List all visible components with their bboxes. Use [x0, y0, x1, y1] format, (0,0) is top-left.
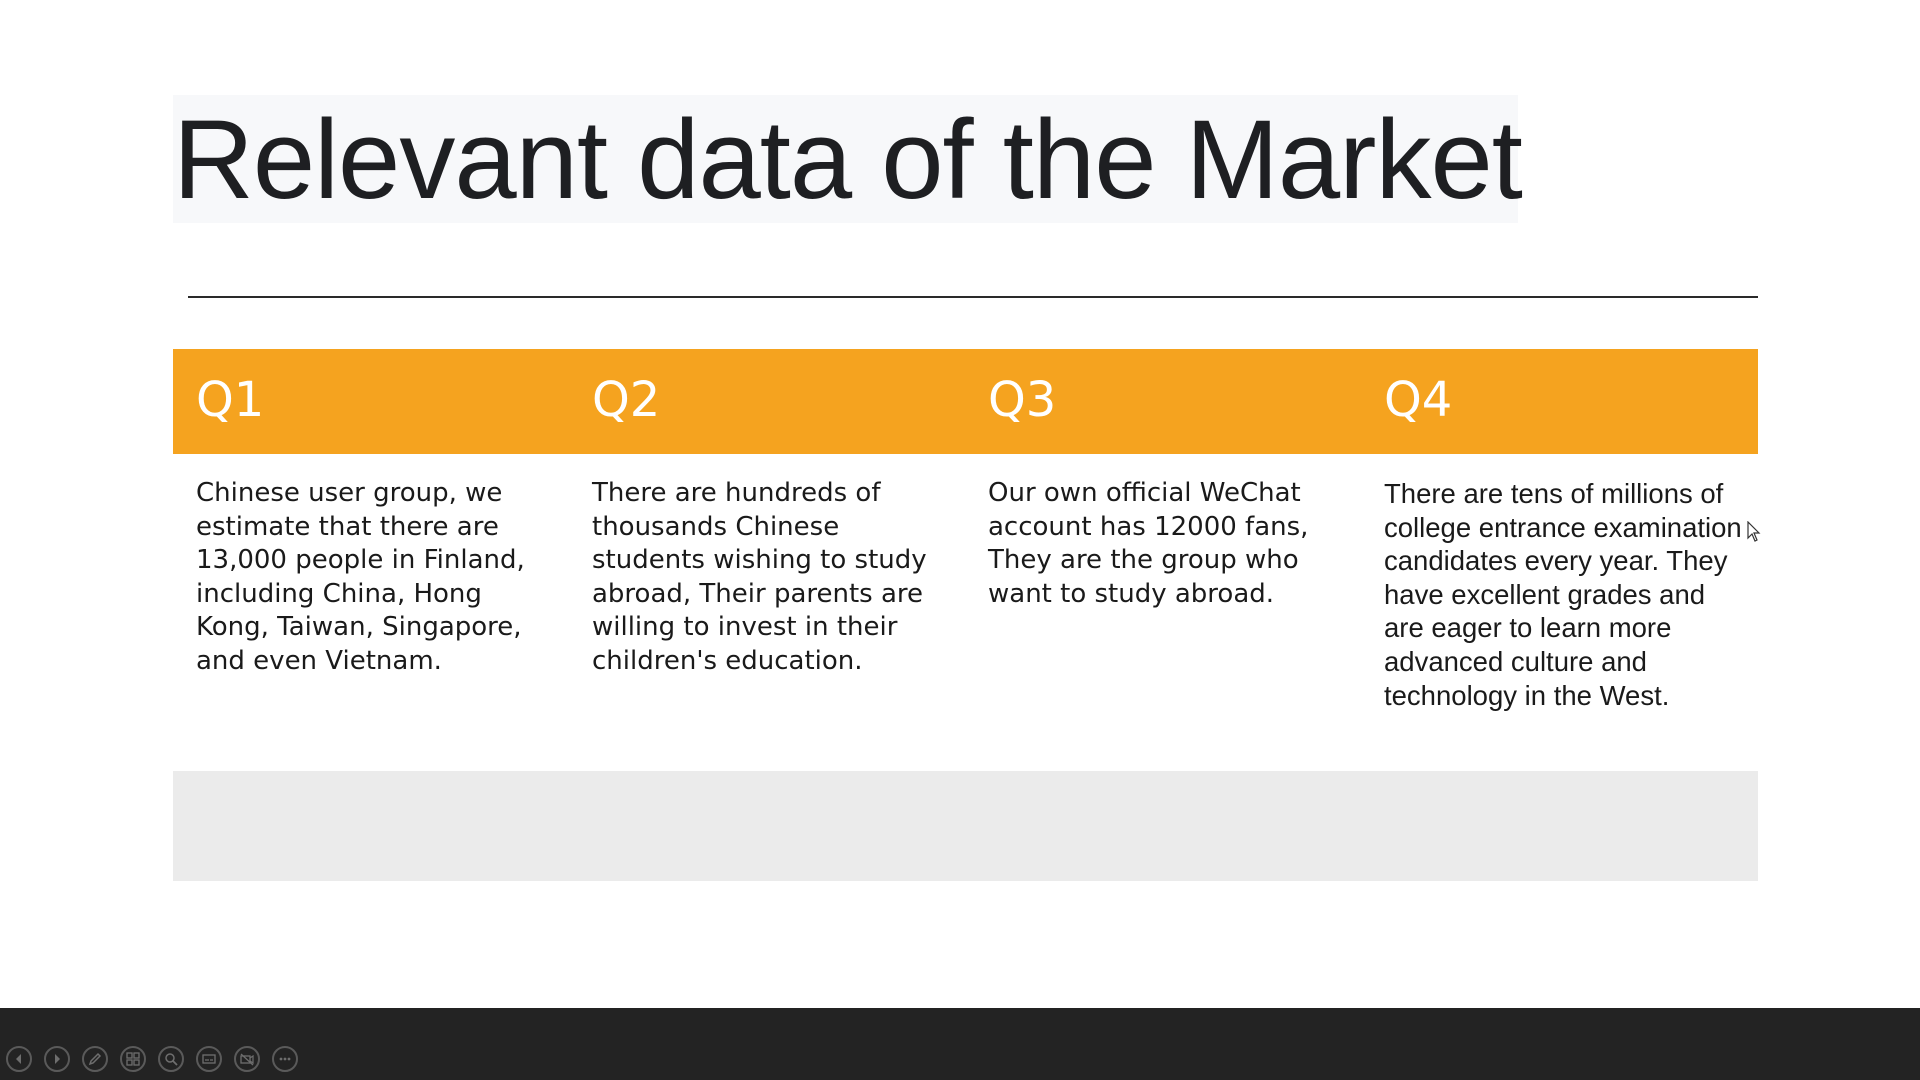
camera-off-icon [240, 1053, 254, 1066]
camera-toggle-button[interactable] [234, 1046, 260, 1072]
slide: Relevant data of the Market Q1 Q2 Q3 Q4 … [173, 95, 1761, 881]
column-text-q1: Chinese user group, we estimate that the… [196, 478, 525, 676]
more-options-icon [279, 1057, 291, 1061]
more-options-button[interactable] [272, 1046, 298, 1072]
slideshow-toolbar [0, 1008, 1920, 1080]
previous-icon [16, 1054, 21, 1064]
next-slide-button[interactable] [44, 1046, 70, 1072]
column-heading-q3: Q3 [988, 372, 1057, 428]
subtitles-icon [202, 1054, 216, 1064]
pen-tool-button[interactable] [82, 1046, 108, 1072]
title-placeholder [173, 95, 1518, 223]
footer-grey-band [173, 771, 1758, 881]
see-all-slides-button[interactable] [120, 1046, 146, 1072]
column-text-q4: There are tens of millions of college en… [1384, 478, 1742, 711]
previous-slide-button[interactable] [6, 1046, 32, 1072]
next-icon [55, 1054, 60, 1064]
mouse-cursor-icon [1747, 521, 1761, 542]
column-text-q3: Our own official WeChat account has 1200… [988, 478, 1309, 609]
all-slides-icon [126, 1052, 140, 1066]
column-text-q2: There are hundreds of thousands Chinese … [592, 478, 927, 676]
divider-line [188, 296, 1758, 298]
pen-icon [88, 1052, 102, 1066]
column-heading-q2: Q2 [592, 372, 661, 428]
zoom-icon [165, 1053, 178, 1066]
quarter-header-band [173, 349, 1758, 454]
slide-title: Relevant data of the Market [173, 97, 1523, 222]
subtitles-button[interactable] [196, 1046, 222, 1072]
column-heading-q4: Q4 [1384, 372, 1453, 428]
zoom-button[interactable] [158, 1046, 184, 1072]
column-heading-q1: Q1 [196, 372, 265, 428]
